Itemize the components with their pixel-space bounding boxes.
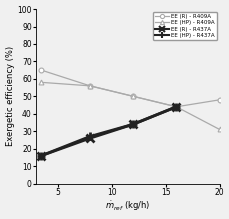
Legend: EE (R) - R409A, EE (HP) - R409A, EE (R) - R437A, EE (HP) - R437A: EE (R) - R409A, EE (HP) - R409A, EE (R) … (152, 12, 216, 41)
X-axis label: $\dot{m}_{ref}$ (kg/h): $\dot{m}_{ref}$ (kg/h) (105, 200, 150, 214)
Y-axis label: Exergetic efficiency (%): Exergetic efficiency (%) (5, 46, 14, 146)
